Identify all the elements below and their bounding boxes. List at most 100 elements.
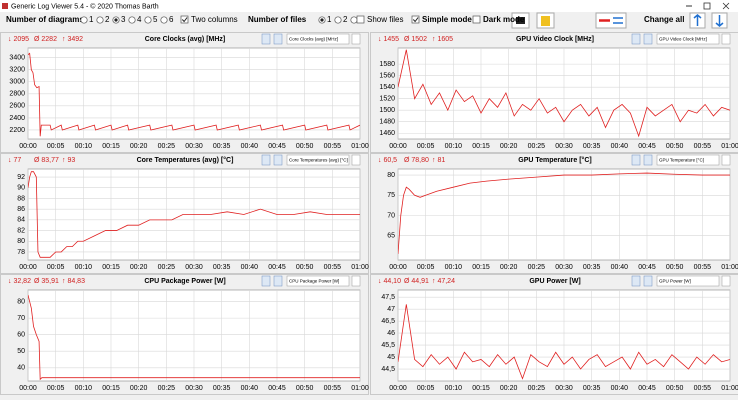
y-tick-label: 80	[17, 238, 25, 245]
radio-label: 3	[121, 15, 126, 24]
x-tick-label: 00:20	[500, 385, 518, 392]
y-tick-label: 3200	[9, 67, 25, 74]
checkbox[interactable]	[411, 15, 420, 24]
maximize-button[interactable]	[703, 2, 711, 10]
checkbox[interactable]	[180, 15, 189, 24]
y-tick-label: 84	[17, 217, 25, 224]
info-button[interactable]	[273, 275, 283, 287]
series-dropdown[interactable]	[286, 33, 350, 45]
x-tick-label: 00:00	[389, 264, 407, 271]
radio-button[interactable]	[334, 16, 342, 24]
checkbox[interactable]	[356, 15, 365, 24]
series-dropdown[interactable]	[656, 275, 720, 287]
radio-button[interactable]	[128, 16, 136, 24]
x-tick-label: 01:00	[351, 143, 369, 150]
x-tick-label: 00:35	[583, 385, 601, 392]
radio-button[interactable]	[144, 16, 152, 24]
stat-value: ↓ 60,5	[378, 157, 397, 164]
info-button[interactable]	[273, 154, 283, 166]
stat-value: ↑ 84,83	[62, 278, 85, 285]
dropdown-text: GPU Video Clock [MHz]	[659, 36, 707, 41]
add-button[interactable]	[721, 33, 731, 45]
diagram-panel: ↓ 60,5 Ø 78,80 ↑ 81 GPU Temperature [°C] GPU…	[370, 153, 738, 274]
y-tick-label: 80	[387, 172, 395, 179]
radio-button[interactable]	[160, 16, 168, 24]
radio-button[interactable]	[80, 16, 88, 24]
y-tick-label: 45	[387, 354, 395, 361]
x-tick-label: 00:50	[296, 143, 314, 150]
y-tick-label: 60	[17, 332, 25, 339]
series-dropdown[interactable]	[286, 154, 350, 166]
settings-button[interactable]	[261, 154, 271, 166]
up-icon	[693, 14, 702, 26]
info-button[interactable]	[643, 33, 653, 45]
x-tick-label: 00:45	[638, 385, 656, 392]
files-label: Number of files	[248, 15, 307, 24]
settings-button[interactable]	[261, 275, 271, 287]
settings-button[interactable]	[261, 33, 271, 45]
x-tick-label: 00:30	[555, 143, 573, 150]
series-dropdown[interactable]	[656, 154, 720, 166]
data-line	[28, 171, 360, 258]
swap-icon	[613, 17, 623, 24]
x-tick-label: 00:10	[445, 143, 463, 150]
info-button[interactable]	[273, 33, 283, 45]
x-tick-label: 00:45	[268, 385, 286, 392]
settings-button[interactable]	[631, 33, 641, 45]
radio-button[interactable]	[96, 16, 104, 24]
add-button[interactable]	[721, 275, 731, 287]
settings-button[interactable]	[631, 154, 641, 166]
color-button[interactable]	[595, 12, 627, 29]
x-tick-label: 00:55	[694, 385, 712, 392]
radio-label: 1	[89, 15, 94, 24]
x-tick-label: 00:55	[324, 143, 342, 150]
y-tick-label: 1520	[379, 96, 395, 103]
stat-value: ↓ 32,82	[8, 278, 31, 285]
add-button[interactable]	[721, 154, 731, 166]
camera-icon	[516, 17, 525, 24]
x-tick-label: 00:30	[185, 385, 203, 392]
settings-button[interactable]	[631, 275, 641, 287]
add-button[interactable]	[351, 154, 361, 166]
x-tick-label: 00:20	[130, 264, 148, 271]
x-tick-label: 00:35	[583, 264, 601, 271]
x-tick-label: 00:40	[241, 264, 259, 271]
data-line	[398, 304, 730, 380]
info-button[interactable]	[643, 154, 653, 166]
y-tick-label: 92	[17, 174, 25, 181]
change-all-label: Change all	[644, 15, 684, 24]
x-tick-label: 00:15	[102, 143, 120, 150]
dropdown-text: Core Temperatures (avg) [°C]	[289, 157, 348, 162]
radio-button[interactable]	[350, 16, 358, 24]
radio-label: 1	[327, 15, 332, 24]
x-tick-label: 00:40	[611, 143, 629, 150]
x-tick-label: 00:25	[528, 264, 546, 271]
x-tick-label: 00:50	[666, 264, 684, 271]
info-button[interactable]	[643, 275, 653, 287]
y-tick-label: 46	[387, 330, 395, 337]
x-tick-label: 00:40	[611, 264, 629, 271]
add-button[interactable]	[351, 275, 361, 287]
y-tick-label: 44,5	[381, 366, 395, 373]
checkbox[interactable]	[472, 15, 481, 24]
y-tick-label: 3400	[9, 54, 25, 61]
x-tick-label: 00:45	[638, 264, 656, 271]
down-icon	[715, 15, 724, 27]
x-tick-label: 00:50	[666, 385, 684, 392]
x-tick-label: 00:10	[75, 264, 93, 271]
y-tick-label: 47,5	[381, 294, 395, 301]
x-tick-label: 00:35	[213, 385, 231, 392]
series-dropdown[interactable]	[286, 275, 350, 287]
close-button[interactable]	[722, 2, 730, 10]
add-button[interactable]	[351, 33, 361, 45]
title-bar	[0, 0, 738, 12]
series-dropdown[interactable]	[656, 33, 720, 45]
x-tick-label: 00:55	[694, 143, 712, 150]
y-tick-label: 78	[17, 249, 25, 256]
x-tick-label: 00:00	[19, 143, 37, 150]
x-tick-label: 00:30	[185, 143, 203, 150]
diagram-title: GPU Video Clock [MHz]	[516, 36, 594, 43]
x-tick-label: 00:45	[268, 143, 286, 150]
x-tick-label: 00:20	[130, 143, 148, 150]
data-line	[398, 172, 730, 254]
